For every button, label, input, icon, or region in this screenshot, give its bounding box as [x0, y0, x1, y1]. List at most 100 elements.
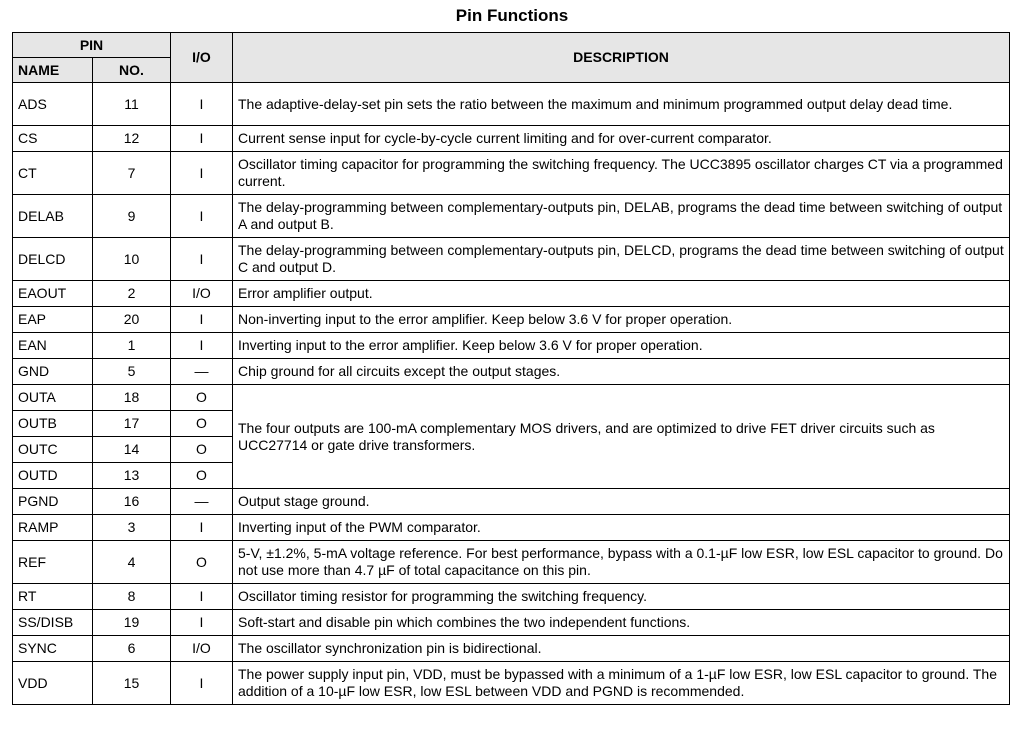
pin-functions-table: PIN I/O DESCRIPTION NAME NO. ADS 11 I The a…	[12, 32, 1010, 705]
pin-description: Output stage ground.	[232, 488, 1010, 515]
pin-description: Oscillator timing capacitor for programm…	[232, 151, 1010, 195]
pin-io: I	[170, 332, 233, 359]
pin-io: I	[170, 194, 233, 238]
pin-io: I	[170, 583, 233, 610]
pin-name: RAMP	[12, 514, 93, 541]
pin-number: 12	[92, 125, 171, 152]
header-description: DESCRIPTION	[232, 32, 1010, 83]
pin-io: I	[170, 125, 233, 152]
pin-number: 5	[92, 358, 171, 385]
table-row: REF 4 O 5-V, ±1.2%, 5-mA voltage reference.…	[12, 540, 1010, 584]
pin-name: GND	[12, 358, 93, 385]
pin-io: O	[170, 436, 233, 463]
pin-number: 11	[92, 82, 171, 126]
pin-io: O	[170, 540, 233, 584]
header-io: I/O	[170, 32, 233, 83]
pin-description: Soft-start and disable pin which combine…	[232, 609, 1010, 636]
pin-description: Inverting input of the PWM comparator.	[232, 514, 1010, 541]
pin-number: 13	[92, 462, 171, 489]
header-no: NO.	[92, 57, 171, 83]
table-row: PGND 16— Output stage ground.	[12, 488, 1010, 515]
table-row: SS/DISB 19 I Soft-start and disable pin whi…	[12, 609, 1010, 636]
pin-number: 1	[92, 332, 171, 359]
pin-name: SYNC	[12, 635, 93, 662]
pin-number: 15	[92, 661, 171, 705]
pin-io: I/O	[170, 280, 233, 307]
pin-number: 17	[92, 410, 171, 437]
pin-name: EAN	[12, 332, 93, 359]
pin-io: —	[170, 488, 233, 515]
pin-description: Current sense input for cycle-by-cycle c…	[232, 125, 1010, 152]
pin-number: 2	[92, 280, 171, 307]
table-row: OUTB 17 O	[12, 410, 1010, 437]
pin-description: 5-V, ±1.2%, 5-mA voltage reference. For …	[232, 540, 1010, 584]
table-row: SYNC 6 I/O The oscillator synchronization p…	[12, 635, 1010, 662]
pin-name: EAOUT	[12, 280, 93, 307]
table-row: GND 5— Chip ground for all circuits except…	[12, 358, 1010, 385]
pin-number: 8	[92, 583, 171, 610]
pin-io: O	[170, 384, 233, 411]
pin-name: CT	[12, 151, 93, 195]
pin-io: O	[170, 410, 233, 437]
pin-description: Non-inverting input to the error amplifi…	[232, 306, 1010, 333]
table-row: OUTA 18 O The four outputs are 100-mA compl…	[12, 384, 1010, 489]
pin-io: I	[170, 609, 233, 636]
pin-name: RT	[12, 583, 93, 610]
pin-name: DELCD	[12, 237, 93, 281]
pin-name: DELAB	[12, 194, 93, 238]
pin-description: The delay-programming between complement…	[232, 237, 1010, 281]
table-row: EAN 1 I Inverting input to the error amplif…	[12, 332, 1010, 359]
table-row: RAMP 3 I Inverting input of the PWM compara…	[12, 514, 1010, 541]
pin-name: SS/DISB	[12, 609, 93, 636]
pin-description: Error amplifier output.	[232, 280, 1010, 307]
pin-io: I	[170, 82, 233, 126]
pin-io: I	[170, 661, 233, 705]
table-row: RT 8 I Oscillator timing resistor for progr…	[12, 583, 1010, 610]
table-row: CS 12 I Current sense input for cycle-by-cy…	[12, 125, 1010, 152]
pin-name: OUTD	[12, 462, 93, 489]
pin-number: 18	[92, 384, 171, 411]
pin-name: OUTB	[12, 410, 93, 437]
pin-description: The four outputs are 100-mA complementar…	[232, 384, 1010, 489]
pin-description: The adaptive-delay-set pin sets the rati…	[232, 82, 1010, 126]
pin-io: —	[170, 358, 233, 385]
pin-name: CS	[12, 125, 93, 152]
pin-description: Inverting input to the error amplifier. …	[232, 332, 1010, 359]
pin-io: I	[170, 306, 233, 333]
pin-number: 16	[92, 488, 171, 515]
pin-description: The power supply input pin, VDD, must be…	[232, 661, 1010, 705]
pin-name: ADS	[12, 82, 93, 126]
pin-io: I	[170, 237, 233, 281]
table-row: DELCD 10 I The delay-programming between co…	[12, 237, 1010, 281]
table-row: EAOUT 2 I/O Error amplifier output.	[12, 280, 1010, 307]
pin-description: The oscillator synchronization pin is bi…	[232, 635, 1010, 662]
table-row: DELAB 9 I The delay-programming between com…	[12, 194, 1010, 238]
pin-name: OUTC	[12, 436, 93, 463]
pin-io: I/O	[170, 635, 233, 662]
pin-io: O	[170, 462, 233, 489]
table-row: VDD 15 I The power supply input pin, VDD, m…	[12, 661, 1010, 705]
pin-number: 3	[92, 514, 171, 541]
table-row: CT 7 I Oscillator timing capacitor for prog…	[12, 151, 1010, 195]
page-title: Pin Functions	[455, 6, 569, 25]
table-row: ADS 11 I The adaptive-delay-set pin sets th…	[12, 82, 1010, 126]
pin-number: 10	[92, 237, 171, 281]
pin-description: Chip ground for all circuits except the …	[232, 358, 1010, 385]
header-name: NAME	[12, 57, 93, 83]
pin-io: I	[170, 514, 233, 541]
pin-name: REF	[12, 540, 93, 584]
pin-number: 19	[92, 609, 171, 636]
pin-number: 4	[92, 540, 171, 584]
table-row: OUTD 13 O	[12, 462, 1010, 489]
table-row: EAP 20 I Non-inverting input to the error a…	[12, 306, 1010, 333]
pin-io: I	[170, 151, 233, 195]
pin-number: 14	[92, 436, 171, 463]
pin-number: 9	[92, 194, 171, 238]
pin-number: 6	[92, 635, 171, 662]
header-pin: PIN	[12, 32, 171, 58]
pin-description: The delay-programming between complement…	[232, 194, 1010, 238]
pin-description: Oscillator timing resistor for programmi…	[232, 583, 1010, 610]
pin-name: PGND	[12, 488, 93, 515]
pin-number: 7	[92, 151, 171, 195]
pin-name: EAP	[12, 306, 93, 333]
